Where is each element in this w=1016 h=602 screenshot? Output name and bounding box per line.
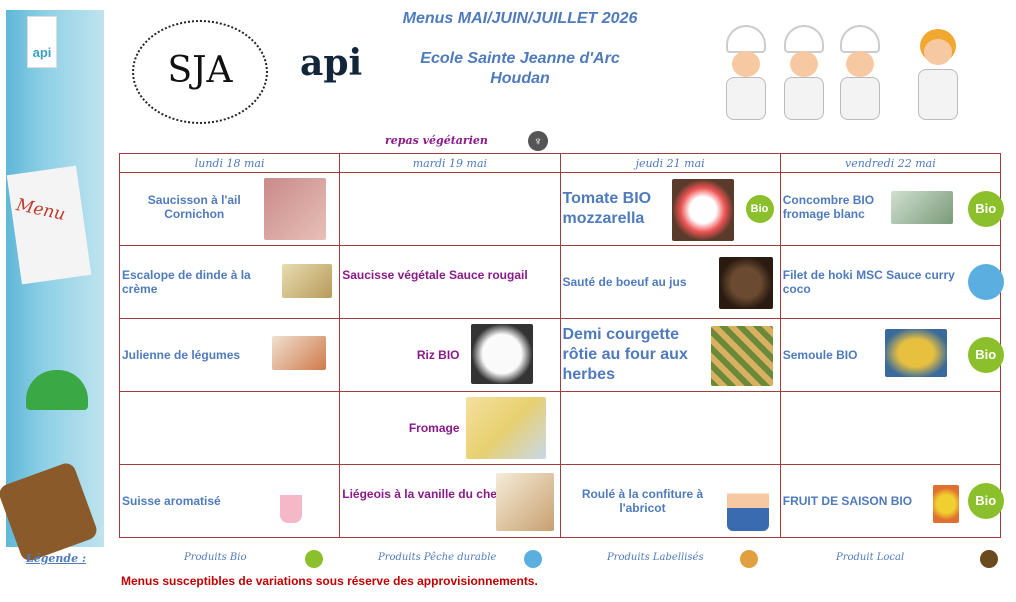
table-row: Fromage <box>118 391 1002 465</box>
fruit-image <box>932 485 959 523</box>
menu-cell: Tomate BIO mozzarella Bio <box>559 172 781 246</box>
food-image <box>710 326 773 386</box>
menu-cell <box>339 172 561 246</box>
vegetarian-label: repas végétarien <box>385 134 488 147</box>
sja-logo: SJA <box>132 20 268 124</box>
bio-icon: Bio <box>967 337 1004 373</box>
bio-icon: Bio <box>967 191 1004 227</box>
supply-note: Menus susceptibles de variations sous ré… <box>121 574 538 588</box>
api-sidebar-logo: api <box>27 16 57 68</box>
legend-item-fishing: Produits Pêche durable <box>378 552 497 563</box>
table-row: Saucisson à l'ail Cornichon Tomate BIO m… <box>118 172 1004 246</box>
menu-cell: Roulé à la confiture à l'abricot <box>559 464 781 538</box>
menu-cell: Saucisse végétale Sauce rougail <box>339 245 561 319</box>
fish-icon <box>967 264 1004 300</box>
award-icon <box>740 550 758 568</box>
food-image <box>471 324 534 384</box>
menu-cell: Saucisson à l'ail Cornichon <box>118 172 341 246</box>
chefs-illustration <box>690 10 1000 120</box>
vegetarian-icon: ♆ <box>528 131 548 151</box>
food-image <box>264 178 326 240</box>
food-image <box>272 336 326 370</box>
menu-cell: Semoule BIO Bio <box>779 318 1004 392</box>
menu-cell: Suisse aromatisé <box>118 464 341 538</box>
menu-title: Menus MAI/JUIN/JUILLET 2026 <box>402 10 638 27</box>
legend-label: Légende : <box>26 552 87 565</box>
table-row: Suisse aromatisé Liégeois à la vanille d… <box>118 464 1004 538</box>
table-header-row: lundi 18 mai mardi 19 mai jeudi 21 mai v… <box>118 153 1002 173</box>
day-header: vendredi 22 mai <box>779 153 1002 173</box>
menu-cell: Demi courgette rôtie au four aux herbes <box>559 318 781 392</box>
food-image <box>496 473 555 531</box>
palette-illustration <box>0 460 100 564</box>
food-image <box>671 179 734 241</box>
food-image <box>466 397 547 459</box>
menu-cell: Sauté de boeuf au jus <box>559 245 781 319</box>
strainer-illustration <box>26 370 88 410</box>
menu-cell <box>779 391 1002 465</box>
day-header: jeudi 21 mai <box>559 153 781 173</box>
local-icon <box>980 550 998 568</box>
legend-item-bio: Produits Bio <box>184 552 247 563</box>
school-name: Ecole Sainte Jeanne d'Arc <box>420 50 620 67</box>
api-logo: api <box>300 42 363 84</box>
menu-cell <box>118 391 341 465</box>
menu-cell: Riz BIO <box>339 318 561 392</box>
food-image <box>884 329 947 377</box>
bio-icon: Bio <box>967 483 1004 519</box>
legend-item-label: Produits Labellisés <box>607 552 704 563</box>
fish-icon <box>524 550 542 568</box>
bio-icon: Bio <box>745 195 774 223</box>
school-town: Houdan <box>490 70 550 87</box>
menu-cell: Escalope de dinde à la crème <box>118 245 341 319</box>
bio-icon <box>305 550 323 568</box>
food-image <box>282 264 332 298</box>
food-image <box>718 257 773 309</box>
menu-cell: FRUIT DE SAISON BIO Bio <box>779 464 1004 538</box>
table-row: Julienne de légumes Riz BIO Demi courget… <box>118 318 1004 392</box>
day-header: mardi 19 mai <box>339 153 561 173</box>
menu-cell: Concombre BIO fromage blanc Bio <box>779 172 1004 246</box>
menu-cell: Fromage <box>339 391 561 465</box>
paper-illustration <box>6 165 92 285</box>
decorative-sidebar: Menu <box>0 10 104 564</box>
day-header: lundi 18 mai <box>118 153 341 173</box>
food-image <box>890 191 953 224</box>
chef-illustration <box>726 473 769 531</box>
legend-item-local: Produit Local <box>836 552 905 563</box>
menu-table: lundi 18 mai mardi 19 mai jeudi 21 mai v… <box>118 153 1004 538</box>
menu-cell: Filet de hoki MSC Sauce curry coco <box>779 245 1004 319</box>
menu-cell: Liégeois à la vanille du chef <box>339 464 561 538</box>
menu-cell: Julienne de légumes <box>118 318 341 392</box>
menu-cell <box>559 391 781 465</box>
food-image <box>280 483 302 523</box>
table-row: Escalope de dinde à la crème Saucisse vé… <box>118 245 1004 319</box>
